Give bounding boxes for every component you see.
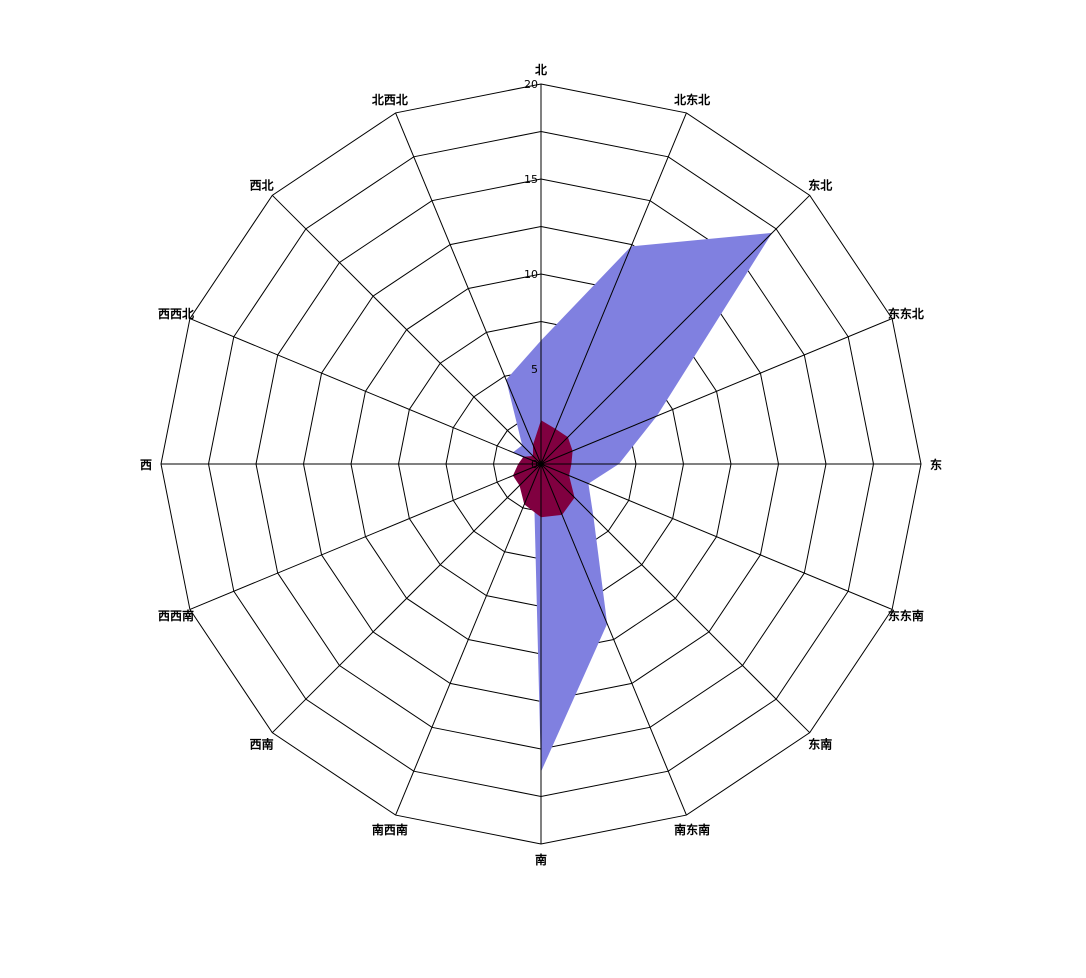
radar-spokes	[161, 84, 921, 844]
spoke-line	[540, 112, 687, 465]
radial-tick-labels: 0 5 10 15 20	[524, 78, 538, 471]
direction-label: 北东北	[674, 92, 710, 107]
radial-tick-label: 5	[531, 363, 538, 376]
direction-label: 东北	[808, 178, 832, 193]
spoke-line	[395, 463, 542, 816]
series-areas	[506, 232, 773, 772]
direction-label: 西南	[250, 736, 274, 751]
direction-label: 东东北	[888, 306, 924, 321]
series-area-2	[512, 420, 575, 518]
direction-label: 北	[535, 62, 547, 77]
spoke-line	[540, 194, 811, 465]
radial-tick-label: 15	[524, 173, 538, 186]
direction-label: 东	[930, 457, 942, 472]
radial-tick-label: 10	[524, 268, 538, 281]
direction-label: 西西南	[158, 608, 194, 623]
direction-label: 南	[535, 852, 547, 867]
spoke-line	[271, 463, 542, 734]
direction-label: 西	[140, 458, 152, 472]
spoke-line	[189, 463, 542, 610]
spoke-line	[540, 463, 893, 610]
radial-tick-label: 0	[531, 458, 538, 471]
spoke-line	[395, 112, 542, 465]
direction-label: 北西北	[372, 92, 408, 107]
direction-label: 南西南	[372, 822, 408, 837]
direction-label: 南东南	[674, 822, 710, 837]
spoke-line	[189, 318, 542, 465]
spoke-line	[540, 318, 893, 465]
radial-tick-label: 20	[524, 78, 538, 91]
direction-label: 东东南	[888, 608, 924, 623]
direction-label: 东南	[808, 736, 832, 751]
series-area-1	[506, 232, 773, 772]
direction-label: 西北	[250, 178, 274, 193]
direction-label: 西西北	[158, 306, 194, 321]
spoke-line	[540, 463, 687, 816]
spoke-line	[271, 194, 542, 465]
spoke-line	[540, 463, 811, 734]
